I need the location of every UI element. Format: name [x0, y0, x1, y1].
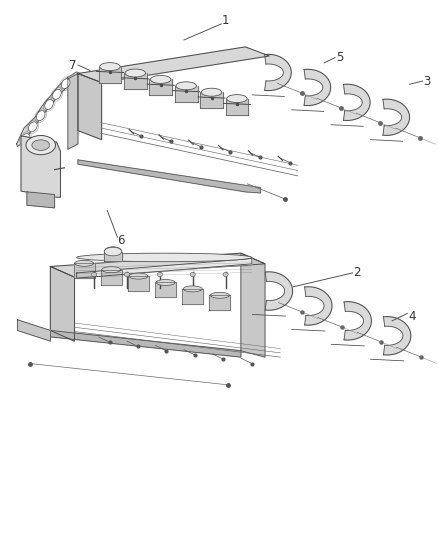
- Polygon shape: [128, 276, 149, 291]
- Ellipse shape: [92, 272, 97, 277]
- Ellipse shape: [124, 272, 130, 277]
- Polygon shape: [50, 253, 265, 277]
- Ellipse shape: [157, 272, 162, 277]
- Polygon shape: [78, 160, 261, 193]
- Polygon shape: [343, 84, 370, 120]
- Ellipse shape: [104, 247, 122, 256]
- Ellipse shape: [210, 292, 230, 298]
- Ellipse shape: [183, 286, 202, 292]
- Ellipse shape: [21, 134, 30, 143]
- Polygon shape: [384, 317, 411, 355]
- Polygon shape: [50, 330, 241, 357]
- Polygon shape: [124, 73, 147, 89]
- Ellipse shape: [156, 279, 175, 286]
- Ellipse shape: [151, 76, 171, 84]
- Ellipse shape: [100, 63, 120, 70]
- Polygon shape: [74, 263, 95, 278]
- Ellipse shape: [104, 247, 122, 256]
- Polygon shape: [50, 266, 74, 341]
- Ellipse shape: [227, 95, 247, 102]
- Ellipse shape: [26, 135, 56, 155]
- Ellipse shape: [53, 90, 61, 99]
- Polygon shape: [200, 92, 223, 108]
- Polygon shape: [101, 270, 122, 285]
- Text: 5: 5: [336, 51, 343, 64]
- Ellipse shape: [32, 140, 49, 150]
- Polygon shape: [78, 74, 102, 140]
- Polygon shape: [175, 86, 198, 102]
- Polygon shape: [241, 253, 265, 357]
- Text: 7: 7: [68, 59, 76, 71]
- Ellipse shape: [77, 253, 252, 262]
- Polygon shape: [149, 79, 172, 95]
- Ellipse shape: [74, 260, 94, 266]
- Polygon shape: [78, 47, 269, 83]
- Polygon shape: [68, 74, 78, 149]
- Polygon shape: [226, 99, 248, 115]
- Text: 6: 6: [117, 235, 124, 247]
- Ellipse shape: [201, 88, 222, 96]
- Ellipse shape: [223, 272, 228, 277]
- Polygon shape: [27, 192, 54, 208]
- Polygon shape: [383, 99, 410, 135]
- Polygon shape: [305, 287, 332, 325]
- Polygon shape: [17, 72, 81, 147]
- Polygon shape: [304, 69, 331, 106]
- Polygon shape: [155, 282, 176, 297]
- Polygon shape: [209, 295, 230, 310]
- Polygon shape: [77, 259, 252, 278]
- Polygon shape: [18, 320, 50, 341]
- Ellipse shape: [190, 272, 195, 277]
- Polygon shape: [265, 272, 293, 310]
- Ellipse shape: [129, 273, 148, 279]
- Polygon shape: [99, 67, 121, 83]
- Ellipse shape: [102, 266, 121, 273]
- Text: 4: 4: [408, 310, 416, 322]
- Ellipse shape: [28, 122, 37, 132]
- Ellipse shape: [61, 79, 70, 88]
- Text: 1: 1: [222, 14, 230, 27]
- Polygon shape: [21, 136, 60, 197]
- Polygon shape: [104, 252, 122, 261]
- Ellipse shape: [36, 111, 45, 120]
- Ellipse shape: [45, 100, 53, 109]
- Ellipse shape: [125, 69, 145, 77]
- Text: 2: 2: [353, 266, 361, 279]
- Polygon shape: [344, 302, 371, 340]
- Ellipse shape: [176, 82, 196, 90]
- Polygon shape: [265, 54, 291, 91]
- Text: 3: 3: [424, 75, 431, 87]
- Polygon shape: [182, 289, 203, 304]
